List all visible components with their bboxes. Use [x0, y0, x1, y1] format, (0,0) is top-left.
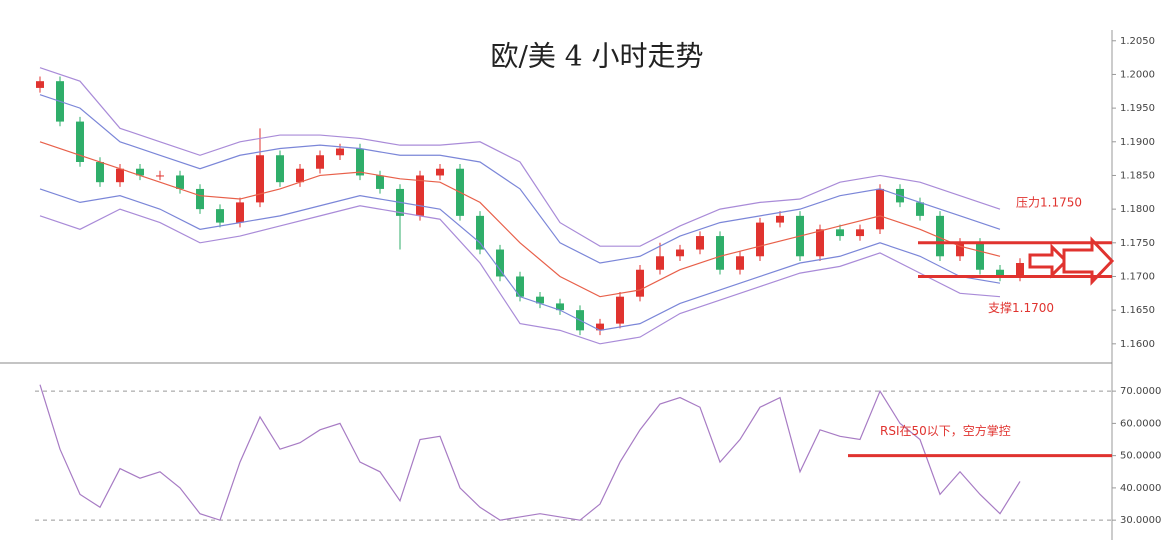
candle-body: [416, 175, 424, 216]
y-tick-label: 1.1600: [1120, 339, 1155, 350]
line: [39, 94, 1001, 264]
candle-body: [636, 269, 644, 297]
candle-body: [496, 249, 504, 277]
candle-body: [616, 296, 624, 324]
candle-body: [956, 242, 964, 257]
candle-body: [256, 155, 264, 203]
candle-body: [276, 155, 284, 183]
chart-title: 欧/美 4 小时走势: [490, 40, 703, 73]
y-tick-label: 1.2000: [1120, 69, 1155, 80]
candle-body: [156, 175, 164, 177]
line: [39, 188, 1001, 331]
y-tick-label: 1.2050: [1120, 36, 1155, 47]
y-tick-label: 1.1850: [1120, 170, 1155, 181]
candle-body: [716, 236, 724, 270]
candle-body: [316, 155, 324, 169]
candle-body: [476, 215, 484, 250]
candle-body: [936, 215, 944, 257]
candle-body: [756, 222, 764, 257]
candle-body: [916, 202, 924, 216]
candle-body: [976, 242, 984, 270]
annotation: 压力1.1750: [1016, 195, 1082, 209]
candle-body: [696, 236, 704, 250]
candle-body: [516, 276, 524, 297]
y-tick-label: 60.0000: [1120, 418, 1161, 429]
candle-body: [876, 188, 884, 230]
y-tick-label: 1.1650: [1120, 305, 1155, 316]
candle-body: [676, 249, 684, 257]
candle-body: [36, 81, 44, 88]
y-tick-label: 1.1700: [1120, 271, 1155, 282]
line: [39, 384, 1021, 521]
y-tick-label: 70.0000: [1120, 386, 1161, 397]
candle-body: [176, 175, 184, 189]
candle-body: [776, 215, 784, 223]
y-tick-label: 50.0000: [1120, 451, 1161, 462]
candle-body: [856, 229, 864, 237]
candle-body: [96, 161, 104, 183]
candle-body: [116, 168, 124, 183]
arrow: [1062, 236, 1115, 286]
y-tick-label: 1.1750: [1120, 238, 1155, 249]
candle-body: [996, 269, 1004, 277]
y-tick-label: 1.1950: [1120, 103, 1155, 114]
line: [39, 67, 1001, 247]
y-tick-label: 30.0000: [1120, 515, 1161, 526]
y-tick-label: 1.1800: [1120, 204, 1155, 215]
candle-body: [216, 209, 224, 223]
candle-body: [296, 168, 304, 183]
candle-body: [136, 168, 144, 176]
candle-body: [1016, 263, 1024, 277]
candle-body: [76, 121, 84, 162]
candle-body: [596, 323, 604, 331]
candle-body: [656, 256, 664, 270]
candle-body: [196, 188, 204, 210]
arrows: [1028, 236, 1115, 286]
candle-body: [556, 303, 564, 311]
y-tick-label: 40.0000: [1120, 483, 1161, 494]
candle-body: [736, 256, 744, 270]
candle-body: [836, 229, 844, 237]
candle-body: [816, 229, 824, 257]
candle-body: [356, 148, 364, 176]
candle-body: [236, 202, 244, 223]
annotation: 支撑1.1700: [988, 300, 1054, 315]
candle-body: [536, 296, 544, 304]
candle-body: [336, 148, 344, 156]
line: [39, 205, 1001, 345]
line: [39, 141, 1001, 298]
candle-body: [376, 175, 384, 189]
candle-body: [436, 168, 444, 176]
arrow: [1028, 243, 1069, 279]
annotation: RSI在50以下，空方掌控: [880, 423, 1011, 438]
y-tick-label: 1.1900: [1120, 137, 1155, 148]
